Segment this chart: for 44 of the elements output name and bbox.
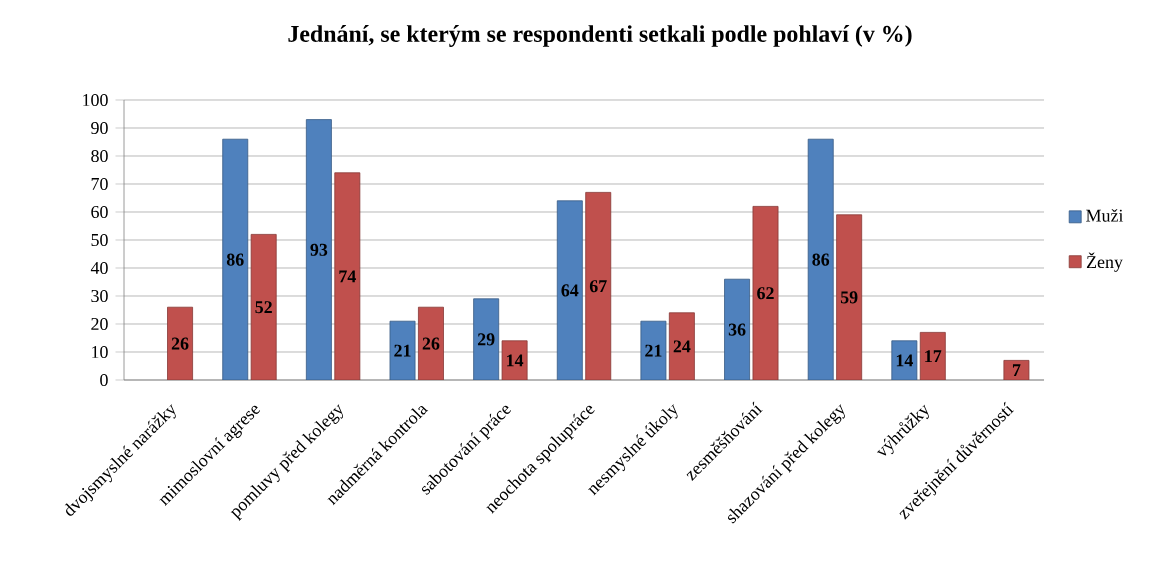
y-tick-label: 50: [91, 233, 108, 247]
legend-label: Ženy: [1086, 252, 1123, 272]
y-tick-label: 40: [90, 261, 108, 275]
data-label: 21: [645, 344, 662, 357]
data-label: 62: [757, 287, 774, 300]
y-tick-label: 60: [91, 205, 108, 219]
bar: [473, 298, 500, 380]
data-label: 86: [226, 253, 244, 266]
y-tick-label: 90: [91, 121, 108, 135]
y-tick-label: 80: [91, 149, 108, 163]
data-label: 14: [507, 354, 524, 367]
bar: [556, 200, 583, 380]
data-label: 64: [561, 284, 579, 297]
data-label: 7: [1012, 364, 1021, 377]
data-label: 36: [728, 323, 746, 336]
data-label: 86: [812, 253, 830, 266]
bar: [334, 172, 361, 380]
y-tick-label: 100: [83, 93, 108, 107]
data-label: 26: [422, 337, 440, 350]
y-tick-label: 20: [91, 317, 108, 331]
data-label: 14: [896, 354, 913, 367]
bar: [222, 138, 249, 380]
legend-label: Muži: [1086, 209, 1124, 222]
data-label: 67: [589, 280, 607, 293]
data-label: 52: [255, 301, 272, 314]
data-label: 93: [310, 243, 328, 256]
data-label: 26: [171, 337, 189, 350]
y-tick-label: 30: [91, 289, 108, 303]
bar: [585, 192, 612, 380]
data-label: 59: [840, 291, 858, 304]
y-tick-label: 10: [92, 345, 108, 359]
data-label: 74: [339, 270, 356, 283]
bar: [807, 138, 834, 380]
chart-title: Jednání, se kterým se respondenti setkali podle pohlaví (v %): [288, 25, 912, 47]
data-label: 17: [925, 350, 942, 363]
bar: [250, 234, 277, 380]
y-tick-label: 70: [91, 177, 108, 191]
y-tick-label: 0: [100, 373, 108, 387]
data-label: 21: [394, 344, 411, 357]
bar: [724, 278, 751, 380]
bar: [305, 119, 332, 380]
data-label: 29: [477, 333, 495, 346]
bar: [836, 214, 863, 380]
data-label: 24: [673, 340, 691, 353]
